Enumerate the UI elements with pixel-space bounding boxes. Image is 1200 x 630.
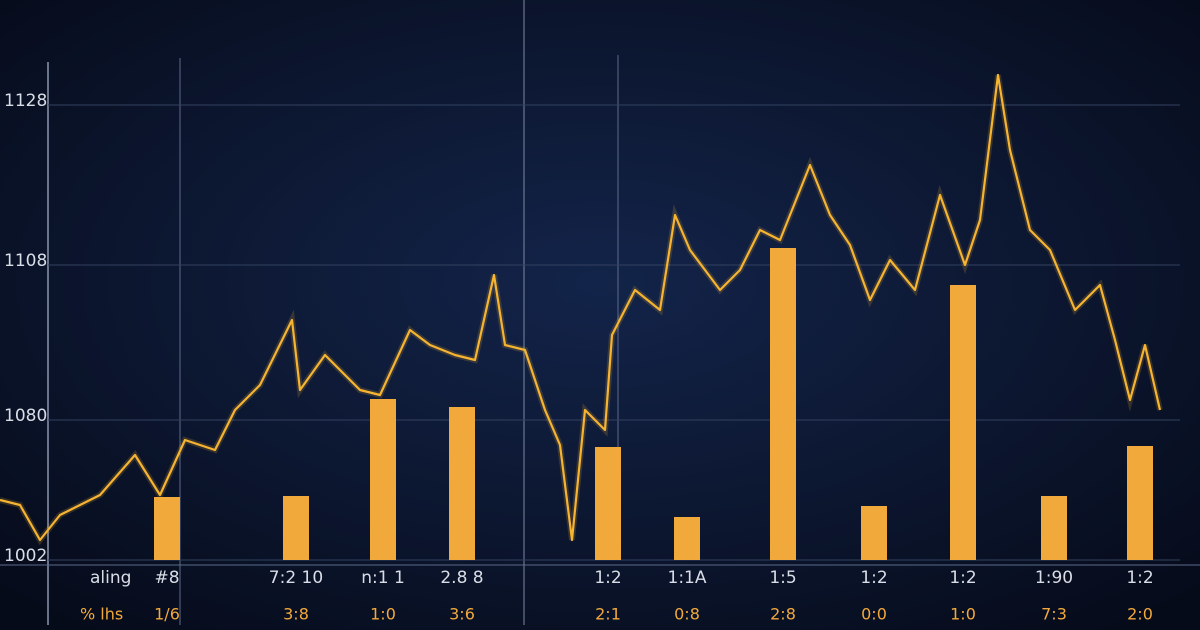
x-sublabel: 1:0: [950, 605, 976, 624]
line: [0, 73, 1162, 542]
annotation: aling: [90, 568, 131, 588]
x-tick-label: 1:2: [949, 568, 976, 588]
annotation: % lhs: [80, 605, 123, 624]
x-tick-label: 7:2 10: [269, 568, 323, 588]
bar: [674, 517, 700, 560]
x-tick-label: 1:1A: [668, 568, 707, 588]
bar: [370, 399, 396, 560]
y-tick-label: 1108: [4, 251, 47, 271]
x-sublabel: 3:8: [283, 605, 309, 624]
y-tick-label: 1080: [4, 406, 47, 426]
bar: [1127, 446, 1153, 560]
bar: [449, 407, 475, 560]
x-sublabel: 2:1: [595, 605, 621, 624]
x-sublabel: 1/6: [154, 605, 180, 624]
x-sublabel: 7:3: [1041, 605, 1067, 624]
x-tick-label: 1:2: [1126, 568, 1153, 588]
x-tick-label: #8: [154, 568, 179, 588]
bar: [770, 248, 796, 560]
x-sublabel: 2:0: [1127, 605, 1153, 624]
x-tick-label: 1:2: [860, 568, 887, 588]
x-sublabel: 2:8: [770, 605, 796, 624]
bar: [154, 497, 180, 560]
x-sublabel: 0:8: [674, 605, 700, 624]
bar: [1041, 496, 1067, 560]
y-tick-label: 1128: [4, 91, 47, 111]
x-sublabel: 0:0: [861, 605, 887, 624]
x-sublabel: 3:6: [449, 605, 475, 624]
x-tick-label: 1:5: [769, 568, 796, 588]
bar: [950, 285, 976, 560]
x-tick-label: 1:2: [594, 568, 621, 588]
x-tick-label: 1:90: [1035, 568, 1073, 588]
bar: [861, 506, 887, 560]
x-tick-label: 2.8 8: [440, 568, 483, 588]
x-tick-label: n:1 1: [361, 568, 405, 588]
bar: [595, 447, 621, 560]
bar: [283, 496, 309, 560]
x-sublabel: 1:0: [370, 605, 396, 624]
y-tick-label: 1002: [4, 546, 47, 566]
